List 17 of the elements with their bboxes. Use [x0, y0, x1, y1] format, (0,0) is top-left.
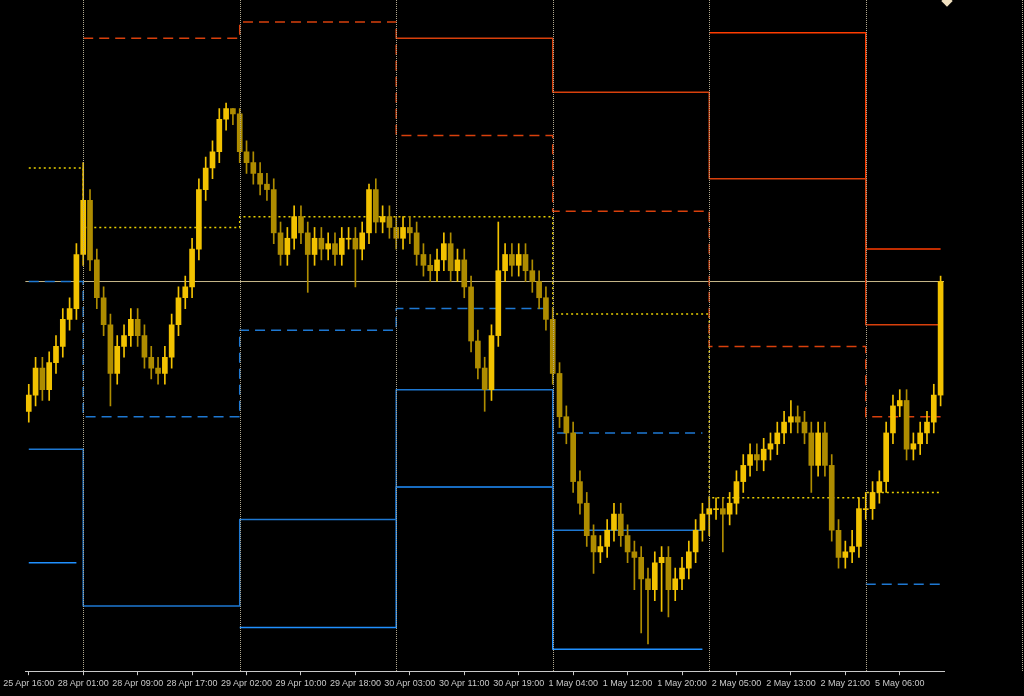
x-tick-label: 2 May 21:00: [820, 678, 871, 689]
x-tick-label: 5 May 06:00: [875, 678, 925, 689]
x-tick-label: 1 May 20:00: [657, 678, 707, 689]
x-tick-label: 30 Apr 19:00: [493, 678, 545, 689]
x-tick-label: 1 May 04:00: [548, 678, 598, 689]
x-tick-label: 28 Apr 17:00: [166, 678, 218, 689]
x-tick-label: 29 Apr 10:00: [275, 678, 327, 689]
x-tick-label: 28 Apr 01:00: [57, 678, 109, 689]
x-tick-label: 1 May 12:00: [602, 678, 653, 689]
x-tick-label: 2 May 13:00: [766, 678, 816, 689]
x-tick-label: 2 May 05:00: [711, 678, 762, 689]
x-tick-label: 30 Apr 03:00: [384, 678, 436, 689]
x-tick-label: 30 Apr 11:00: [439, 678, 490, 689]
x-tick-label: 25 Apr 16:00: [3, 678, 55, 689]
x-tick-label: 29 Apr 02:00: [221, 678, 273, 689]
x-tick-label: 28 Apr 09:00: [112, 678, 164, 689]
x-tick-label: 29 Apr 18:00: [329, 678, 381, 689]
